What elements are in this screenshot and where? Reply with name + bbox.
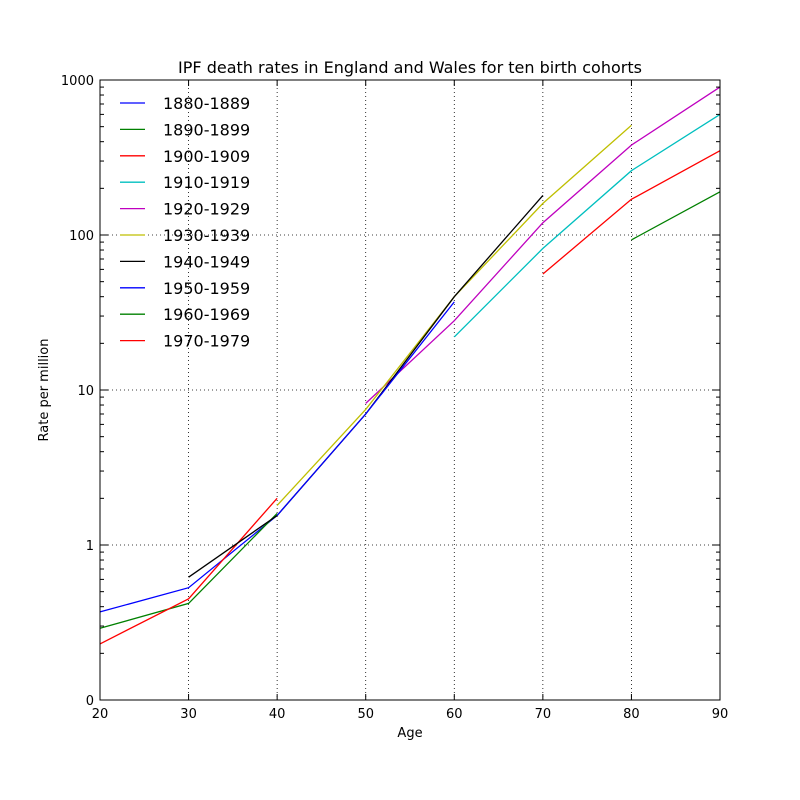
- series-line-10: [542, 150, 721, 275]
- series-line-3: [99, 497, 278, 645]
- legend-label: 1940-1949: [163, 252, 250, 271]
- x-tick-label: 90: [712, 707, 729, 722]
- legend-item-3: 1900-1909: [120, 147, 250, 166]
- legend-item-5: 1920-1929: [120, 200, 250, 219]
- legend-item-8: 1950-1959: [120, 279, 250, 298]
- y-tick-label: 0: [86, 694, 94, 709]
- x-tick-label: 80: [623, 707, 640, 722]
- y-tick-label: 1000: [61, 74, 94, 89]
- legend-item-9: 1960-1969: [120, 305, 250, 324]
- x-tick-label: 60: [446, 707, 463, 722]
- legend-item-10: 1970-1979: [120, 332, 250, 351]
- y-tick-label: 10: [77, 384, 94, 399]
- legend-item-2: 1890-1899: [120, 120, 250, 139]
- legend-label: 1890-1899: [163, 120, 250, 139]
- y-axis-label: Rate per million: [37, 339, 52, 442]
- x-tick-label: 70: [535, 707, 552, 722]
- legend-label: 1920-1929: [163, 200, 250, 219]
- x-tick-label: 50: [357, 707, 374, 722]
- x-tick-label: 30: [180, 707, 197, 722]
- grid-lines: [100, 80, 720, 700]
- series-line-4: [453, 113, 721, 338]
- x-tick-label: 20: [92, 707, 109, 722]
- legend-item-4: 1910-1919: [120, 173, 250, 192]
- plot-series: [99, 86, 721, 645]
- legend-label: 1960-1969: [163, 305, 250, 324]
- series-line-9: [631, 191, 721, 241]
- y-tick-label: 1: [86, 539, 94, 554]
- series-line-8: [276, 301, 455, 516]
- axis-ticks: 20 30 40 50 60 70 80 90 0 1 10 100 1000: [61, 74, 728, 722]
- legend-item-7: 1940-1949: [120, 252, 250, 271]
- legend-label: 1970-1979: [163, 332, 250, 351]
- series-line-2: [99, 512, 278, 629]
- legend-label: 1950-1959: [163, 279, 250, 298]
- chart-title: IPF death rates in England and Wales for…: [178, 58, 642, 77]
- legend: 1880-1889 1890-1899 1900-1909 1910-1919 1920…: [120, 94, 250, 351]
- legend-item-1: 1880-1889: [120, 94, 250, 113]
- legend-label: 1930-1939: [163, 226, 250, 245]
- x-tick-label: 40: [269, 707, 286, 722]
- x-axis-label: Age: [397, 726, 422, 741]
- legend-item-6: 1930-1939: [120, 226, 250, 245]
- legend-label: 1880-1889: [163, 94, 250, 113]
- series-line-1: [99, 514, 278, 613]
- legend-label: 1900-1909: [163, 147, 250, 166]
- y-tick-label: 100: [69, 229, 94, 244]
- series-line-5: [365, 86, 721, 404]
- legend-label: 1910-1919: [163, 173, 250, 192]
